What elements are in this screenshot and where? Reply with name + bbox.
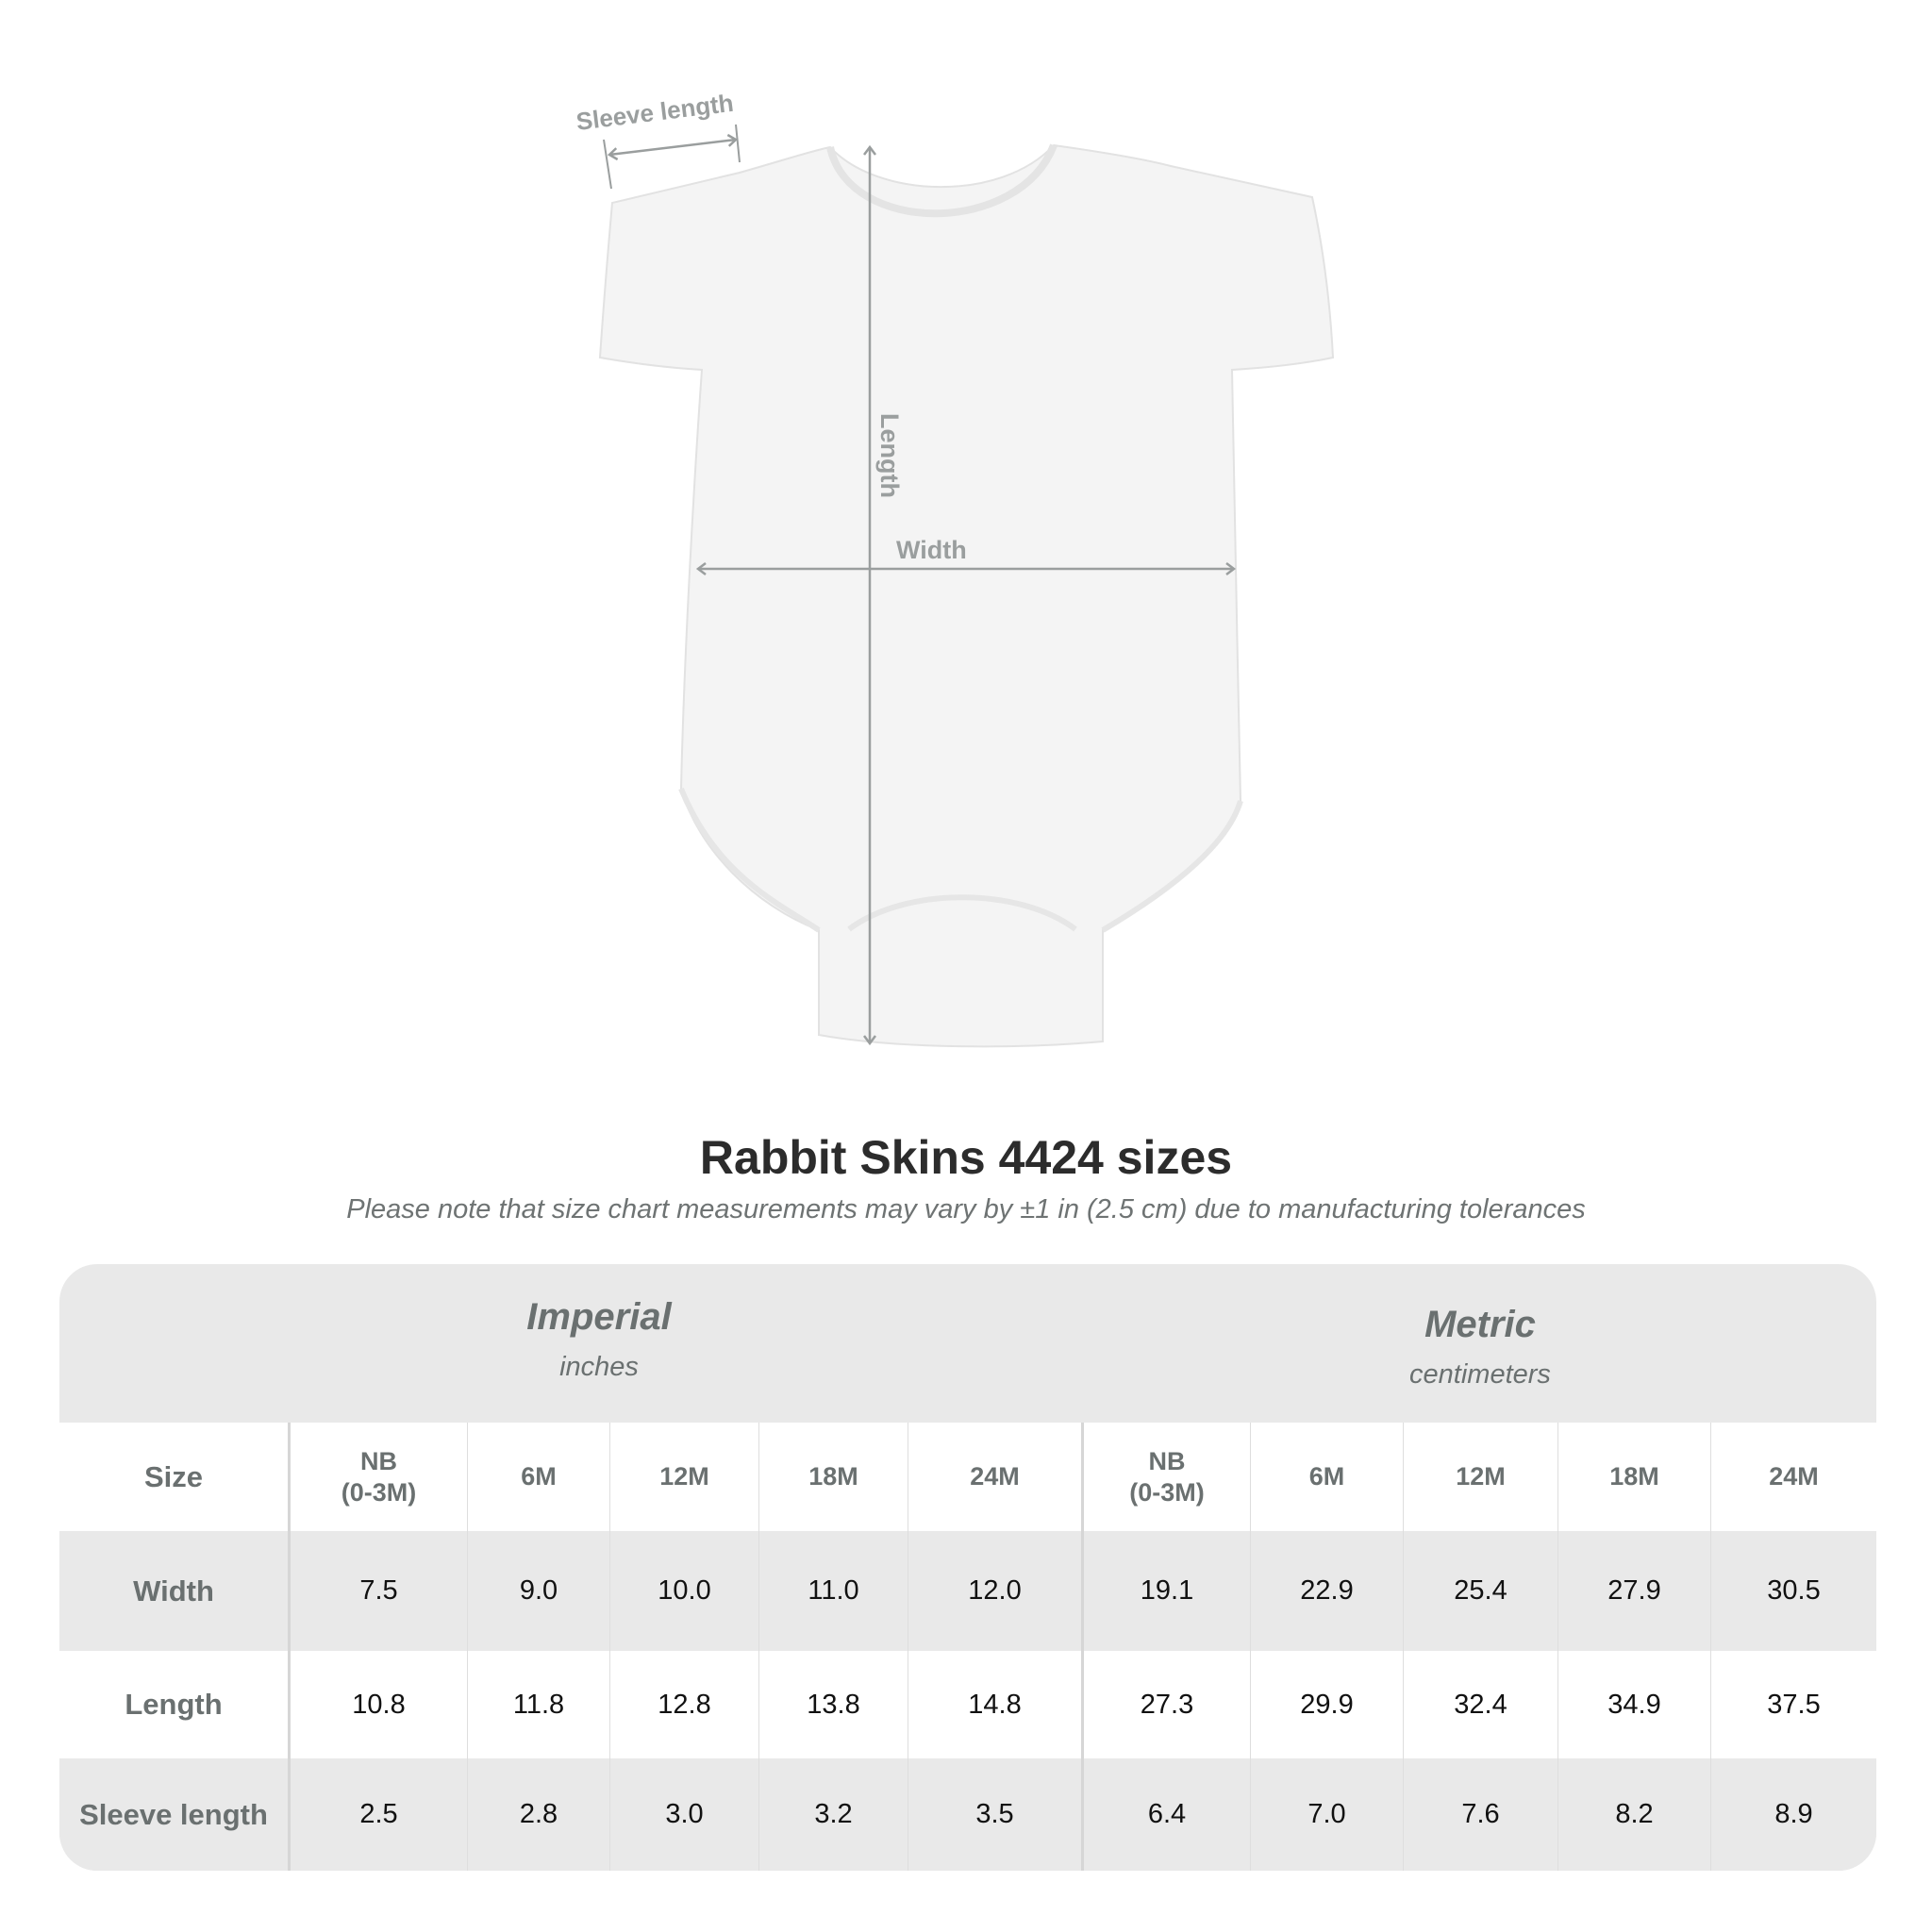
sleeve-length-label: Sleeve length bbox=[575, 89, 735, 136]
collar bbox=[826, 143, 1058, 218]
size-column-header: 6M bbox=[1251, 1423, 1404, 1531]
length-label: Length bbox=[875, 413, 904, 498]
page-title: Rabbit Skins 4424 sizes bbox=[699, 1131, 1233, 1184]
size-chart-table: Imperial inches Metric centimeters Size N… bbox=[59, 1264, 1876, 1871]
sleeve-arrow bbox=[607, 133, 739, 161]
table-cell: 27.9 bbox=[1558, 1531, 1711, 1651]
table-cell: 7.5 bbox=[291, 1531, 468, 1651]
table-cell: 10.8 bbox=[291, 1651, 468, 1758]
imperial-unit: inches bbox=[559, 1352, 639, 1382]
size-column-header: 24M bbox=[908, 1423, 1084, 1531]
table-cell: 34.9 bbox=[1558, 1651, 1711, 1758]
table-cell: 8.9 bbox=[1774, 1799, 1813, 1829]
table-cell: 12.0 bbox=[908, 1531, 1084, 1651]
row-label: Length bbox=[59, 1651, 291, 1758]
table-cell: 10.0 bbox=[610, 1531, 759, 1651]
table-cell: 22.9 bbox=[1251, 1531, 1404, 1651]
size-column-header: NB (0-3M) bbox=[1084, 1423, 1251, 1531]
table-row: Length 10.8 11.8 12.8 13.8 14.8 27.3 29.9 32.4 34… bbox=[59, 1651, 1876, 1758]
table-row: Width 7.5 9.0 10.0 11.0 12.0 19.1 22.9 25.4 27.9 3… bbox=[59, 1531, 1876, 1651]
tolerance-note: Please note that size chart measurements… bbox=[346, 1194, 1586, 1224]
table-cell: 3.0 bbox=[610, 1758, 759, 1871]
table-cell: 13.8 bbox=[759, 1651, 908, 1758]
onesie-measurement-diagram: Sleeve length Length Width bbox=[575, 89, 1335, 1048]
row-label: Size bbox=[59, 1423, 291, 1531]
table-cell: 29.9 bbox=[1251, 1651, 1404, 1758]
table-cell: 3.2 bbox=[759, 1758, 908, 1871]
table-cell: 12.8 bbox=[610, 1651, 759, 1758]
table-cell: 32.4 bbox=[1404, 1651, 1558, 1758]
table-cell: 11.0 bbox=[759, 1531, 908, 1651]
size-column-header: 18M bbox=[1558, 1423, 1711, 1531]
table-cell: 2.5 bbox=[291, 1758, 468, 1871]
onesie-garment bbox=[598, 143, 1335, 1048]
size-header-row: Size NB (0-3M) 6M 12M 18M 24M NB (0-3M) 6M 12M 18… bbox=[59, 1423, 1876, 1531]
size-column-header: 24M bbox=[1769, 1462, 1819, 1491]
table-cell: 9.0 bbox=[468, 1531, 610, 1651]
table-cell: 27.3 bbox=[1084, 1651, 1251, 1758]
metric-group-header: Metric centimeters bbox=[1084, 1264, 1876, 1462]
imperial-group-header: Imperial inches bbox=[291, 1264, 908, 1455]
table-cell: 8.2 bbox=[1558, 1758, 1711, 1871]
size-column-header: 6M bbox=[468, 1423, 610, 1531]
imperial-title: Imperial bbox=[526, 1296, 672, 1338]
table-cell: 30.5 bbox=[1767, 1575, 1821, 1606]
table-cell: 7.0 bbox=[1251, 1758, 1404, 1871]
size-column-header: NB (0-3M) bbox=[291, 1423, 468, 1531]
table-cell: 11.8 bbox=[468, 1651, 610, 1758]
size-column-header: 12M bbox=[610, 1423, 759, 1531]
table-cell: 37.5 bbox=[1767, 1689, 1821, 1720]
sleeve-tick-left bbox=[603, 139, 612, 190]
row-label: Width bbox=[59, 1531, 291, 1651]
table-cell: 3.5 bbox=[908, 1758, 1084, 1871]
size-column-header: 18M bbox=[759, 1423, 908, 1531]
table-row: Sleeve length 2.5 2.8 3.0 3.2 3.5 6.4 7.0 7.6 8.2… bbox=[59, 1758, 1876, 1871]
table-cell: 19.1 bbox=[1084, 1531, 1251, 1651]
size-column-header: 12M bbox=[1404, 1423, 1558, 1531]
width-label: Width bbox=[896, 536, 967, 564]
table-cell: 25.4 bbox=[1404, 1531, 1558, 1651]
sleeve-tick-right bbox=[735, 124, 741, 163]
row-label: Sleeve length bbox=[59, 1758, 291, 1871]
metric-unit: centimeters bbox=[1409, 1359, 1551, 1390]
table-cell: 6.4 bbox=[1084, 1758, 1251, 1871]
table-cell: 7.6 bbox=[1404, 1758, 1558, 1871]
table-cell: 14.8 bbox=[908, 1651, 1084, 1758]
table-cell: 2.8 bbox=[468, 1758, 610, 1871]
metric-title: Metric bbox=[1424, 1304, 1536, 1345]
